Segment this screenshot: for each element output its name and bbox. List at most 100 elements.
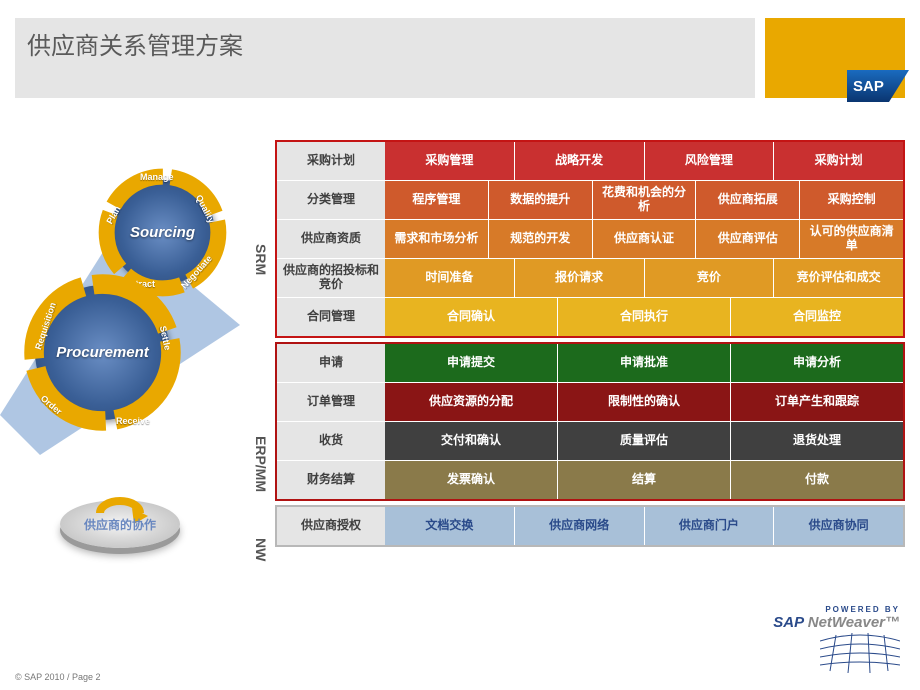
vlabel-erp: ERP/MM xyxy=(253,394,269,534)
seg-negotiate: Negotiate xyxy=(179,253,214,290)
procurement-donut: Procurement Requisition Settle Receive O… xyxy=(35,285,170,420)
matrix-cell: 花费和机会的分析 xyxy=(592,181,696,219)
vlabel-srm: SRM xyxy=(253,200,269,320)
nw-brand-sap: SAP xyxy=(773,614,807,631)
row-body: 时间准备报价请求竞价竞价评估和成交 xyxy=(385,259,903,297)
matrix-cell: 时间准备 xyxy=(385,259,514,297)
capability-matrix: SRMERP/MMNW 采购计划采购管理战略开发风险管理采购计划分类管理程序管理… xyxy=(275,140,905,551)
row-head: 供应商资质 xyxy=(277,220,385,258)
row-body: 文档交换供应商网络供应商门户供应商协同 xyxy=(385,507,903,545)
matrix-cell: 规范的开发 xyxy=(488,220,592,258)
matrix-cell: 质量评估 xyxy=(557,422,730,460)
row-body: 供应资源的分配限制性的确认订单产生和跟踪 xyxy=(385,383,903,421)
matrix-cell: 供应商协同 xyxy=(773,507,903,545)
row-body: 申请提交申请批准申请分析 xyxy=(385,344,903,382)
matrix-cell: 申请提交 xyxy=(385,344,557,382)
title-bar: 供应商关系管理方案 xyxy=(15,18,755,98)
matrix-row: 收货交付和确认质量评估退货处理 xyxy=(277,421,903,460)
page-title: 供应商关系管理方案 xyxy=(27,26,243,61)
matrix-cell: 战略开发 xyxy=(514,142,644,180)
matrix-row: 财务结算发票确认结算付款 xyxy=(277,460,903,499)
matrix-cell: 数据的提升 xyxy=(488,181,592,219)
matrix-cell: 退货处理 xyxy=(730,422,903,460)
logo-block: SAP xyxy=(765,18,905,98)
matrix-cell: 风险管理 xyxy=(644,142,774,180)
matrix-cell: 付款 xyxy=(730,461,903,499)
sourcing-donut: Sourcing Plan Manage Quality Negotiate C… xyxy=(110,180,215,285)
row-body: 程序管理数据的提升花费和机会的分析供应商拓展采购控制 xyxy=(385,181,903,219)
matrix-cell: 文档交换 xyxy=(385,507,514,545)
row-body: 交付和确认质量评估退货处理 xyxy=(385,422,903,460)
row-body: 合同确认合同执行合同监控 xyxy=(385,298,903,336)
sap-logo-text: SAP xyxy=(853,78,884,95)
collaboration-coin: 供应商的协作 xyxy=(60,500,180,560)
nw-brand: SAP NetWeaver™ xyxy=(750,614,900,631)
matrix-row: 供应商授权文档交换供应商网络供应商门户供应商协同 xyxy=(277,507,903,545)
section-nw: 供应商授权文档交换供应商网络供应商门户供应商协同 xyxy=(275,505,905,547)
matrix-cell: 采购计划 xyxy=(773,142,903,180)
footer-copyright: © SAP 2010 / Page 2 xyxy=(15,672,101,682)
matrix-cell: 供应商评估 xyxy=(695,220,799,258)
row-head: 合同管理 xyxy=(277,298,385,336)
matrix-cell: 报价请求 xyxy=(514,259,644,297)
procurement-label: Procurement xyxy=(56,344,149,361)
row-head: 分类管理 xyxy=(277,181,385,219)
row-body: 需求和市场分析规范的开发供应商认证供应商评估认可的供应商清单 xyxy=(385,220,903,258)
matrix-cell: 采购控制 xyxy=(799,181,903,219)
row-body: 发票确认结算付款 xyxy=(385,461,903,499)
left-graphics: Sourcing Plan Manage Quality Negotiate C… xyxy=(0,170,250,590)
matrix-cell: 供应资源的分配 xyxy=(385,383,557,421)
slide-header: 供应商关系管理方案 SAP xyxy=(15,18,905,98)
row-body: 采购管理战略开发风险管理采购计划 xyxy=(385,142,903,180)
seg-manage: Manage xyxy=(140,172,174,182)
seg-requisition: Requisition xyxy=(33,301,58,351)
matrix-cell: 需求和市场分析 xyxy=(385,220,488,258)
row-head: 订单管理 xyxy=(277,383,385,421)
row-head: 收货 xyxy=(277,422,385,460)
matrix-cell: 申请批准 xyxy=(557,344,730,382)
matrix-cell: 订单产生和跟踪 xyxy=(730,383,903,421)
matrix-row: 订单管理供应资源的分配限制性的确认订单产生和跟踪 xyxy=(277,382,903,421)
matrix-cell: 竞价评估和成交 xyxy=(773,259,903,297)
matrix-row: 供应商资质需求和市场分析规范的开发供应商认证供应商评估认可的供应商清单 xyxy=(277,219,903,258)
matrix-row: 供应商的招投标和竞价时间准备报价请求竞价竞价评估和成交 xyxy=(277,258,903,297)
seg-quality: Quality xyxy=(194,193,217,225)
seg-order: Order xyxy=(39,393,64,416)
matrix-cell: 认可的供应商清单 xyxy=(799,220,903,258)
row-head: 申请 xyxy=(277,344,385,382)
matrix-cell: 供应商认证 xyxy=(592,220,696,258)
sap-logo-icon: SAP xyxy=(847,70,909,102)
matrix-cell: 采购管理 xyxy=(385,142,514,180)
matrix-cell: 交付和确认 xyxy=(385,422,557,460)
nw-powered: POWERED BY xyxy=(750,605,900,614)
matrix-cell: 限制性的确认 xyxy=(557,383,730,421)
section-srm: 采购计划采购管理战略开发风险管理采购计划分类管理程序管理数据的提升花费和机会的分… xyxy=(275,140,905,338)
coin-label: 供应商的协作 xyxy=(60,516,180,533)
matrix-row: 采购计划采购管理战略开发风险管理采购计划 xyxy=(277,142,903,180)
vlabel-nw: NW xyxy=(253,530,269,570)
matrix-cell: 供应商门户 xyxy=(644,507,774,545)
nw-brand-nw: NetWeaver™ xyxy=(808,614,900,631)
matrix-row: 合同管理合同确认合同执行合同监控 xyxy=(277,297,903,336)
row-head: 财务结算 xyxy=(277,461,385,499)
section-erp: 申请申请提交申请批准申请分析订单管理供应资源的分配限制性的确认订单产生和跟踪收货… xyxy=(275,342,905,501)
matrix-row: 申请申请提交申请批准申请分析 xyxy=(277,344,903,382)
matrix-cell: 合同监控 xyxy=(730,298,903,336)
matrix-cell: 供应商拓展 xyxy=(695,181,799,219)
row-head: 采购计划 xyxy=(277,142,385,180)
seg-settle: Settle xyxy=(158,325,173,351)
matrix-cell: 合同执行 xyxy=(557,298,730,336)
matrix-cell: 结算 xyxy=(557,461,730,499)
matrix-cell: 程序管理 xyxy=(385,181,488,219)
row-head: 供应商的招投标和竞价 xyxy=(277,259,385,297)
matrix-cell: 合同确认 xyxy=(385,298,557,336)
matrix-cell: 竞价 xyxy=(644,259,774,297)
netweaver-grid-icon xyxy=(820,633,900,673)
seg-plan: Plan xyxy=(104,204,122,225)
matrix-row: 分类管理程序管理数据的提升花费和机会的分析供应商拓展采购控制 xyxy=(277,180,903,219)
row-head: 供应商授权 xyxy=(277,507,385,545)
sourcing-label: Sourcing xyxy=(130,224,195,241)
matrix-cell: 申请分析 xyxy=(730,344,903,382)
seg-receive: Receive xyxy=(116,416,150,426)
matrix-cell: 供应商网络 xyxy=(514,507,644,545)
